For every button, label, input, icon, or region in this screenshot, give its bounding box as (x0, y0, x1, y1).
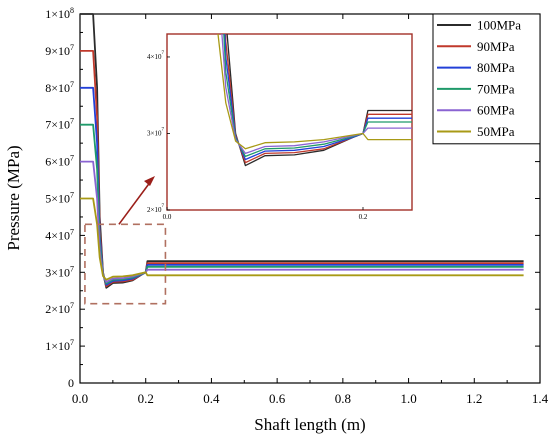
y-tick-label-mantissa: 6×10 (45, 155, 70, 169)
inset-x-tick-label: 0.2 (359, 213, 368, 221)
x-axis-label: Shaft length (m) (254, 415, 365, 434)
x-tick-label: 0.6 (269, 391, 286, 406)
y-tick-label-exponent: 7 (70, 191, 74, 200)
y-tick-label-exponent: 8 (70, 6, 74, 15)
y-tick-label: 1×108 (45, 6, 74, 21)
zoom-region-box (84, 223, 167, 305)
inset-y-tick-label-exponent: 7 (162, 204, 165, 209)
x-tick-label: 0.4 (203, 391, 220, 406)
y-tick-label-exponent: 7 (70, 338, 74, 347)
zoom-arrow-line (118, 180, 152, 225)
legend-label: 60MPa (477, 103, 515, 118)
y-tick-label: 5×107 (45, 191, 74, 206)
y-tick-label: 1×107 (45, 338, 74, 353)
legend-label: 80MPa (477, 60, 515, 75)
legend-label: 100MPa (477, 18, 521, 33)
inset-y-tick-label-mantissa: 2×10 (147, 206, 162, 214)
inset-y-tick-label-exponent: 7 (162, 127, 165, 132)
y-tick-label: 6×107 (45, 154, 74, 169)
y-tick-label-exponent: 7 (70, 227, 74, 236)
y-tick-label-exponent: 7 (70, 80, 74, 89)
x-tick-label: 0.8 (335, 391, 351, 406)
x-tick-label: 1.4 (532, 391, 549, 406)
y-tick-label-exponent: 7 (70, 117, 74, 126)
y-tick-label-mantissa: 7×10 (45, 118, 70, 132)
y-tick-label-mantissa: 4×10 (45, 228, 70, 242)
y-tick-label-exponent: 7 (70, 301, 74, 310)
legend: 100MPa 90MPa 80MPa 70MPa 60MPa 50MPa (432, 13, 541, 145)
y-tick-label-exponent: 7 (70, 43, 74, 52)
y-tick-label-mantissa: 3×10 (45, 265, 70, 279)
y-tick-label: 9×107 (45, 43, 74, 58)
y-tick-label-exponent: 7 (70, 154, 74, 163)
y-tick-label-mantissa: 2×10 (45, 302, 70, 316)
inset-y-tick-label-exponent: 7 (162, 51, 165, 56)
y-tick-label: 8×107 (45, 80, 74, 95)
y-tick-label-mantissa: 1×10 (45, 339, 70, 353)
inset-y-tick-label: 2×107 (147, 204, 164, 214)
inset-y-tick-label-mantissa: 4×10 (147, 53, 162, 61)
inset-x-tick-label: 0.0 (163, 213, 172, 221)
x-tick-label: 0.0 (72, 391, 88, 406)
y-tick-label: 7×107 (45, 117, 74, 132)
zoom-arrow-head (144, 176, 155, 186)
y-tick-label: 3×107 (45, 264, 74, 279)
legend-label: 50MPa (477, 124, 515, 139)
y-tick-label-mantissa: 9×10 (45, 44, 70, 58)
y-tick-label-mantissa: 0 (68, 376, 74, 390)
y-tick-label: 4×107 (45, 227, 74, 242)
y-tick-label-exponent: 7 (70, 264, 74, 273)
inset-series-group (217, 34, 412, 167)
inset-y-tick-label-mantissa: 3×10 (147, 129, 162, 137)
x-tick-label: 1.2 (466, 391, 482, 406)
inset-series-line-50MPa (217, 34, 412, 150)
y-tick-label: 0 (68, 376, 74, 390)
y-axis-label: Pressure (MPa) (4, 145, 23, 250)
legend-label: 70MPa (477, 81, 515, 96)
x-tick-label: 1.0 (400, 391, 416, 406)
inset-y-tick-label: 4×107 (147, 51, 164, 61)
inset-y-tick-label: 3×107 (147, 127, 164, 137)
legend-label: 90MPa (477, 39, 515, 54)
y-tick-label-mantissa: 1×10 (45, 7, 70, 21)
y-tick-label: 2×107 (45, 301, 74, 316)
y-tick-label-mantissa: 5×10 (45, 192, 70, 206)
plot-area: 0.0 0.2 0.4 0.6 0.8 1.0 1.2 1.401×1072×1073×107… (45, 6, 548, 406)
x-tick-label: 0.2 (138, 391, 154, 406)
legend-box (432, 13, 541, 145)
y-tick-label-mantissa: 8×10 (45, 81, 70, 95)
